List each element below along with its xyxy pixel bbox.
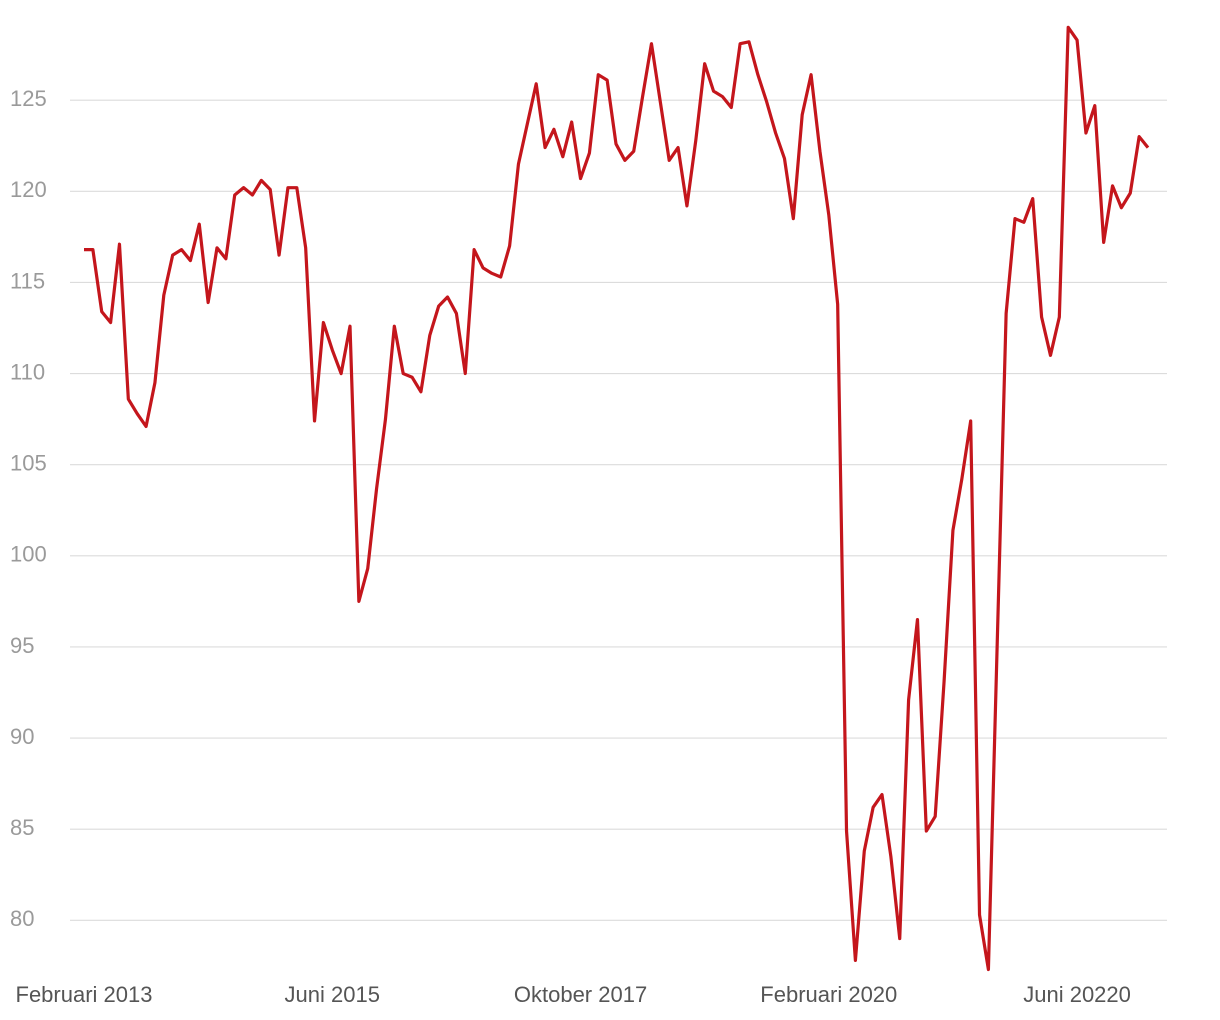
y-tick-label: 100 [10,542,47,567]
y-tick-label: 85 [10,815,34,840]
y-tick-label: 105 [10,451,47,476]
x-tick-label: Februari 2013 [16,982,153,1007]
y-tick-label: 90 [10,724,34,749]
x-tick-label: Februari 2020 [760,982,897,1007]
y-tick-label: 120 [10,177,47,202]
x-tick-label: Juni 2015 [285,982,380,1007]
y-tick-label: 125 [10,86,47,111]
y-tick-label: 95 [10,633,34,658]
y-tick-label: 80 [10,906,34,931]
x-tick-label: Oktober 2017 [514,982,647,1007]
y-tick-label: 115 [10,268,45,293]
data-line [84,25,1150,972]
y-tick-label: 110 [10,359,45,384]
x-tick-label: Juni 20220 [1023,982,1131,1007]
